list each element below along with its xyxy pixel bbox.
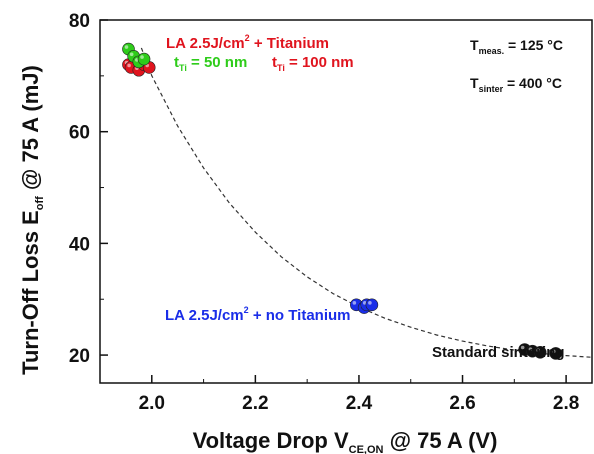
data-point-highlight <box>129 52 134 57</box>
y-axis-title-sub: off <box>34 196 46 210</box>
annotation-la-no-titanium: LA 2.5J/cm2 + no Titanium <box>165 305 351 324</box>
data-point-highlight <box>551 349 556 354</box>
annotation-la-no-titanium-suffix: + no Titanium <box>249 307 351 324</box>
annotation-t50: tTi = 50 nm <box>174 54 247 73</box>
data-point-highlight <box>368 301 372 305</box>
annotation-t100-suffix: = 100 nm <box>285 54 354 71</box>
x-axis-title-main: Voltage Drop V <box>193 428 349 453</box>
x-tick-label: 2.6 <box>449 393 475 414</box>
annotation-t100-sub: Ti <box>277 63 285 73</box>
annotation-standard-sintering: Standard sintering <box>432 344 565 361</box>
axis-ticks: 2.0 2.2 2.4 2.6 2.8 20 40 60 80 <box>69 11 579 414</box>
annotation-la-no-titanium-text: LA 2.5J/cm <box>165 307 244 324</box>
x-axis-title-sub: CE,ON <box>349 444 384 454</box>
data-point-highlight <box>124 45 129 49</box>
data-point-highlight <box>528 347 533 351</box>
y-axis-title: Turn-Off Loss Eoff @ 75 A (mJ) <box>18 65 46 375</box>
x-tick-label: 2.2 <box>242 393 268 414</box>
annotation-t100: tTi = 100 nm <box>272 54 354 73</box>
y-tick-label: 40 <box>69 234 90 255</box>
x-tick-label: 2.4 <box>346 393 373 414</box>
data-point-series-2 <box>365 298 379 312</box>
x-tick-label: 2.8 <box>553 393 579 414</box>
y-tick-label: 60 <box>69 123 90 144</box>
annotation-tsinter-sub: sinter <box>479 84 504 94</box>
plot-frame <box>99 19 593 384</box>
data-point-series-1 <box>137 52 151 66</box>
annotation-t50-sub: Ti <box>179 63 187 73</box>
x-tick-label: 2.0 <box>139 393 165 414</box>
data-point-highlight <box>127 63 131 68</box>
annotation-tmeas: Tmeas. = 125 °C <box>470 37 563 56</box>
annotation-tsinter-prefix: T <box>470 75 479 91</box>
annotation-la-no-titanium-sup: 2 <box>244 305 249 315</box>
x-axis-title-suffix: @ 75 A (V) <box>383 428 497 453</box>
annotation-tsinter: Tsinter = 400 °C <box>470 75 562 94</box>
data-points <box>122 42 563 360</box>
data-point-highlight <box>140 55 144 59</box>
annotation-t100-prefix: t <box>272 54 277 71</box>
annotation-la-titanium-suffix: + Titanium <box>250 35 329 52</box>
data-point-highlight <box>520 345 525 350</box>
annotation-la-titanium-sup: 2 <box>245 33 250 43</box>
y-tick-label: 20 <box>69 346 90 367</box>
annotation-tmeas-suffix: = 125 °C <box>504 37 563 53</box>
data-point-highlight <box>536 348 541 353</box>
annotation-tmeas-sub: meas. <box>479 46 505 56</box>
annotation-tmeas-prefix: T <box>470 37 479 53</box>
x-axis-title: Voltage Drop VCE,ON @ 75 A (V) <box>193 428 498 454</box>
annotation-la-titanium-text: LA 2.5J/cm <box>166 35 245 52</box>
data-point-highlight <box>352 301 357 305</box>
y-axis-title-suffix: @ 75 A (mJ) <box>18 65 43 196</box>
data-point-highlight <box>362 301 367 305</box>
y-axis-title-main: Turn-Off Loss E <box>18 210 43 375</box>
annotation-la-titanium: LA 2.5J/cm2 + Titanium <box>166 33 329 52</box>
y-tick-label: 80 <box>69 11 90 32</box>
annotation-tsinter-suffix: = 400 °C <box>503 75 562 91</box>
annotation-t50-prefix: t <box>174 54 179 71</box>
annotation-t50-suffix: = 50 nm <box>187 54 247 71</box>
